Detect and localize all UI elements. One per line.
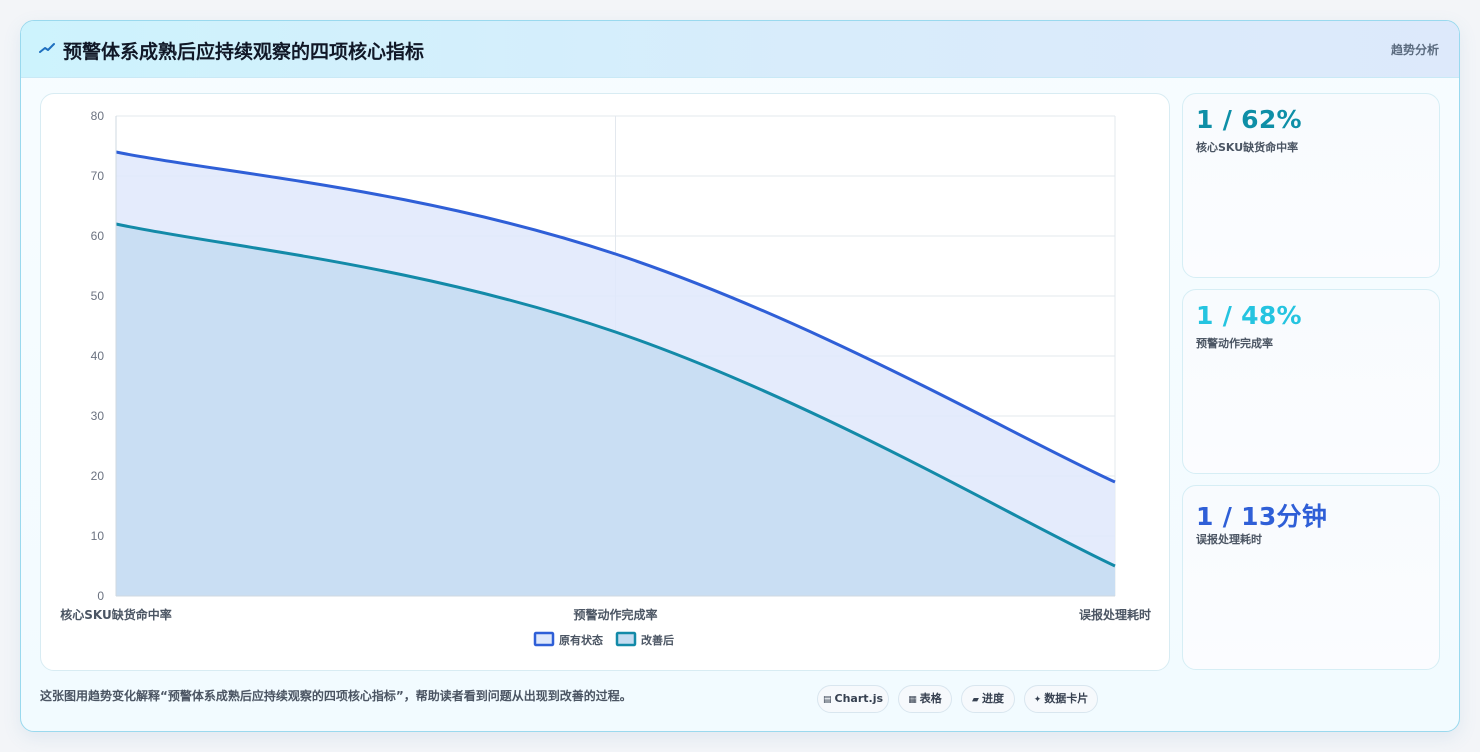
y-tick-label: 60 (91, 229, 105, 243)
y-tick-label: 10 (91, 529, 105, 543)
chart-panel: 0 10 20 30 40 50 60 70 80 核心SKU缺货命中率 预警动作完成率 误报处理耗时… (40, 93, 1170, 671)
table-icon: ▦ (908, 695, 917, 705)
chip-label: 表格 (919, 692, 942, 705)
y-tick-label: 50 (91, 289, 105, 303)
kpi-card-hit-rate: 1 / 62% 核心SKU缺货命中率 (1182, 93, 1440, 278)
chip-label: 数据卡片 (1044, 692, 1089, 705)
x-tick-label: 预警动作完成率 (573, 607, 657, 622)
y-tick-label: 40 (91, 349, 105, 363)
kpi-value: 1 / 62% (1196, 105, 1302, 134)
chart-description: 这张图用趋势变化解释“预警体系成熟后应持续观察的四项核心指标”，帮助读者看到问题… (40, 689, 632, 703)
x-tick-label: 误报处理耗时 (1079, 607, 1151, 622)
y-tick-label: 70 (91, 169, 105, 183)
y-tick-label: 20 (91, 469, 105, 483)
kpi-card-handling-time: 1 / 13分钟 误报处理耗时 (1182, 485, 1440, 670)
chip-data-card[interactable]: ✦ 数据卡片 (1024, 685, 1098, 713)
y-tick-label: 0 (97, 589, 104, 603)
kpi-label: 核心SKU缺货命中率 (1196, 141, 1299, 154)
series-line (115, 222, 1116, 568)
sparkle-icon: ✦ (1033, 695, 1042, 705)
legend-label: 改善后 (641, 633, 674, 647)
progress-icon: ▰ (972, 695, 979, 705)
header-tag: 趋势分析 (1390, 43, 1439, 57)
series-line (115, 150, 1116, 484)
chart-card: 预警体系成熟后应持续观察的四项核心指标 趋势分析 0 10 20 30 40 50 60 70… (20, 20, 1460, 732)
x-tick-label: 核心SKU缺货命中率 (60, 607, 171, 622)
trend-icon (39, 43, 55, 53)
kpi-value: 1 / 13分钟 (1196, 502, 1328, 531)
chip-chartjs[interactable]: ▤ Chart.js (817, 685, 889, 713)
card-header: 预警体系成熟后应持续观察的四项核心指标 趋势分析 (21, 21, 1459, 78)
chart-icon: ▤ (822, 695, 832, 705)
chip-progress[interactable]: ▰ 进度 (961, 685, 1015, 713)
series-area (116, 224, 1115, 596)
chip-label: 进度 (981, 692, 1004, 705)
chip-table[interactable]: ▦ 表格 (898, 685, 952, 713)
kpi-label: 误报处理耗时 (1196, 533, 1262, 546)
kpi-value: 1 / 48% (1196, 301, 1302, 330)
legend-label: 原有状态 (559, 633, 603, 647)
kpi-card-completion-rate: 1 / 48% 预警动作完成率 (1182, 289, 1440, 474)
y-tick-label: 30 (91, 409, 105, 423)
page-title: 预警体系成熟后应持续观察的四项核心指标 (63, 41, 425, 63)
chip-label: Chart.js (834, 692, 884, 705)
legend-swatch (615, 631, 637, 647)
y-tick-label: 80 (91, 109, 105, 123)
kpi-label: 预警动作完成率 (1196, 337, 1273, 350)
area-chart: 0 10 20 30 40 50 60 70 80 核心SKU缺货命中率 预警动作完成率 误报处理耗时… (60, 109, 1151, 647)
legend-swatch (533, 631, 555, 647)
